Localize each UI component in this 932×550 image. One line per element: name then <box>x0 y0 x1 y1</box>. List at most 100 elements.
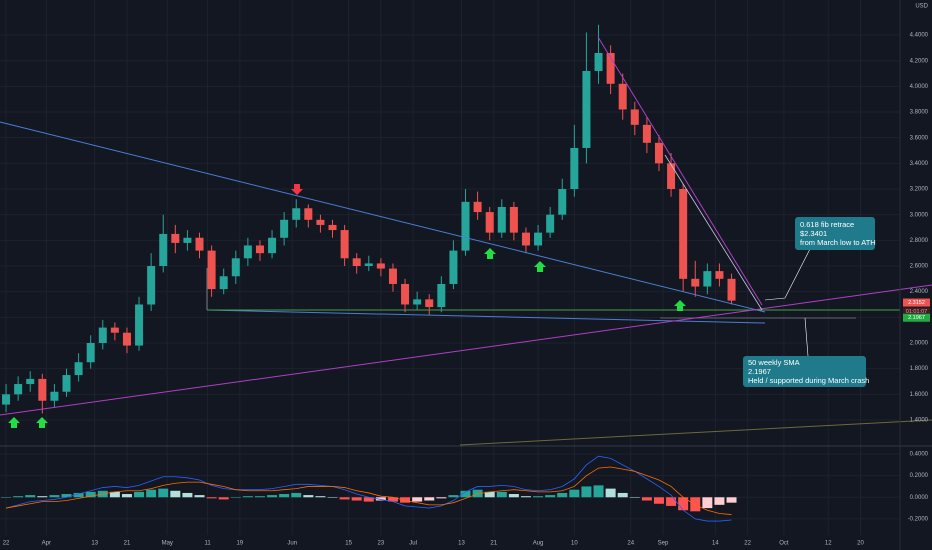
y-tick-label: 4.2000 <box>910 58 929 64</box>
x-tick-label: 21 <box>490 541 497 547</box>
macd-histogram-bar <box>327 497 338 498</box>
macd-histogram-bar <box>291 492 302 498</box>
macd-histogram-bar <box>339 497 350 500</box>
macd-histogram-bar <box>303 495 314 498</box>
macd-histogram-bar <box>726 497 737 503</box>
candle-body <box>195 237 204 251</box>
candle-body <box>437 283 446 308</box>
candle-body <box>461 201 470 251</box>
annotation-text: from March low to ATH <box>800 238 876 247</box>
macd-histogram-bar <box>194 495 205 498</box>
candle-body <box>546 214 555 233</box>
candle-body <box>219 276 228 290</box>
candle-body <box>509 206 518 233</box>
price-tag <box>903 298 930 307</box>
callout-pointer <box>804 317 809 357</box>
candle-body <box>630 109 639 125</box>
macd-histogram-bar <box>436 497 447 499</box>
candle-body <box>582 70 591 148</box>
candle-body <box>255 245 264 254</box>
candle-body <box>449 250 458 284</box>
y-tick-label: 3.2000 <box>910 187 929 193</box>
macd-histogram-bar <box>678 497 689 511</box>
candle-body <box>340 230 349 259</box>
candle-body <box>425 299 434 308</box>
x-tick-label: 19 <box>236 541 243 547</box>
price-tag <box>903 313 930 322</box>
macd-histogram-bar <box>460 490 471 498</box>
macd-histogram-bar <box>37 496 48 498</box>
countdown-tag <box>903 307 930 316</box>
y-tick-label: 3.8000 <box>910 110 929 116</box>
x-tick-label: 14 <box>712 541 719 547</box>
macd-histogram-bar <box>400 497 411 503</box>
macd-histogram-bar <box>206 497 217 499</box>
annotation-text: Held / supported during March crash <box>748 376 869 385</box>
y-tick-label: 2.4000 <box>910 289 929 295</box>
candle-body <box>183 237 192 243</box>
currency-label: USD <box>915 4 928 10</box>
y-tick-label: 3.0000 <box>910 212 929 218</box>
macd-histogram-bar <box>279 494 290 498</box>
macd-histogram-bar <box>109 491 120 498</box>
candle-body <box>171 233 180 243</box>
macd-line <box>5 455 732 522</box>
macd-histogram-bar <box>581 486 592 498</box>
macd-histogram-bar <box>424 497 435 501</box>
macd-histogram-bar <box>315 496 326 498</box>
macd-histogram-bar <box>472 489 483 498</box>
macd-histogram-bar <box>1 497 12 498</box>
candle-body <box>147 265 156 305</box>
candle-body <box>62 375 71 392</box>
buy-arrow <box>8 417 20 428</box>
y-tick-label: 4.0000 <box>910 84 929 90</box>
sell-arrow <box>291 184 303 195</box>
macd-histogram-bar <box>653 497 664 504</box>
annotation: 0.618 fib retrace $2.3401 from March low… <box>795 217 876 250</box>
candle-body <box>207 250 216 290</box>
y-tick-label: 0.4000 <box>910 452 929 458</box>
x-tick-label: 11 <box>204 541 211 547</box>
marks <box>1 24 737 522</box>
macd-histogram-bar <box>363 497 374 502</box>
candle-body <box>86 342 95 363</box>
macd-histogram-bar <box>605 488 616 498</box>
candle-body <box>2 394 11 405</box>
trend-line <box>0 284 932 416</box>
x-tick-label: Aug <box>533 541 544 547</box>
countdown-label: 01:01:07 <box>906 309 927 315</box>
candle-body <box>328 224 337 231</box>
y-tick-label: 2.8000 <box>910 238 929 244</box>
y-tick-label: 0.2000 <box>910 473 929 479</box>
macd-histogram-bar <box>448 495 459 498</box>
macd-histogram-bar <box>702 497 713 509</box>
x-tick-label: 15 <box>345 541 352 547</box>
candle-body <box>679 189 688 279</box>
buy-arrow <box>484 248 496 259</box>
candle-body <box>715 271 724 279</box>
candle-body <box>618 83 627 110</box>
candle-body <box>14 384 23 395</box>
candle-body <box>473 201 482 213</box>
signal-line <box>5 466 732 515</box>
macd-histogram-bar <box>25 495 36 498</box>
macd-histogram-bar <box>412 497 423 502</box>
candle-body <box>570 147 579 190</box>
price-tag-label: 2.1967 <box>908 315 925 321</box>
candle-body <box>606 52 615 84</box>
macd-histogram-bar <box>569 489 580 498</box>
trend-line <box>664 154 763 311</box>
trend-line <box>0 121 766 313</box>
y-tick-label: -0.2000 <box>908 516 929 522</box>
candle-body <box>521 232 530 246</box>
x-tick-label: May <box>162 541 173 547</box>
candle-body <box>413 299 422 305</box>
macd-histogram-bar <box>496 491 507 498</box>
annotation-text: $2.3401 <box>800 229 827 238</box>
candle-body <box>38 378 47 401</box>
candle-body <box>231 258 240 277</box>
x-tick-label: Apr <box>42 541 51 547</box>
y-tick-label: 4.4000 <box>910 33 929 39</box>
macd-histogram-bar <box>13 496 24 498</box>
sma-line <box>459 419 932 446</box>
